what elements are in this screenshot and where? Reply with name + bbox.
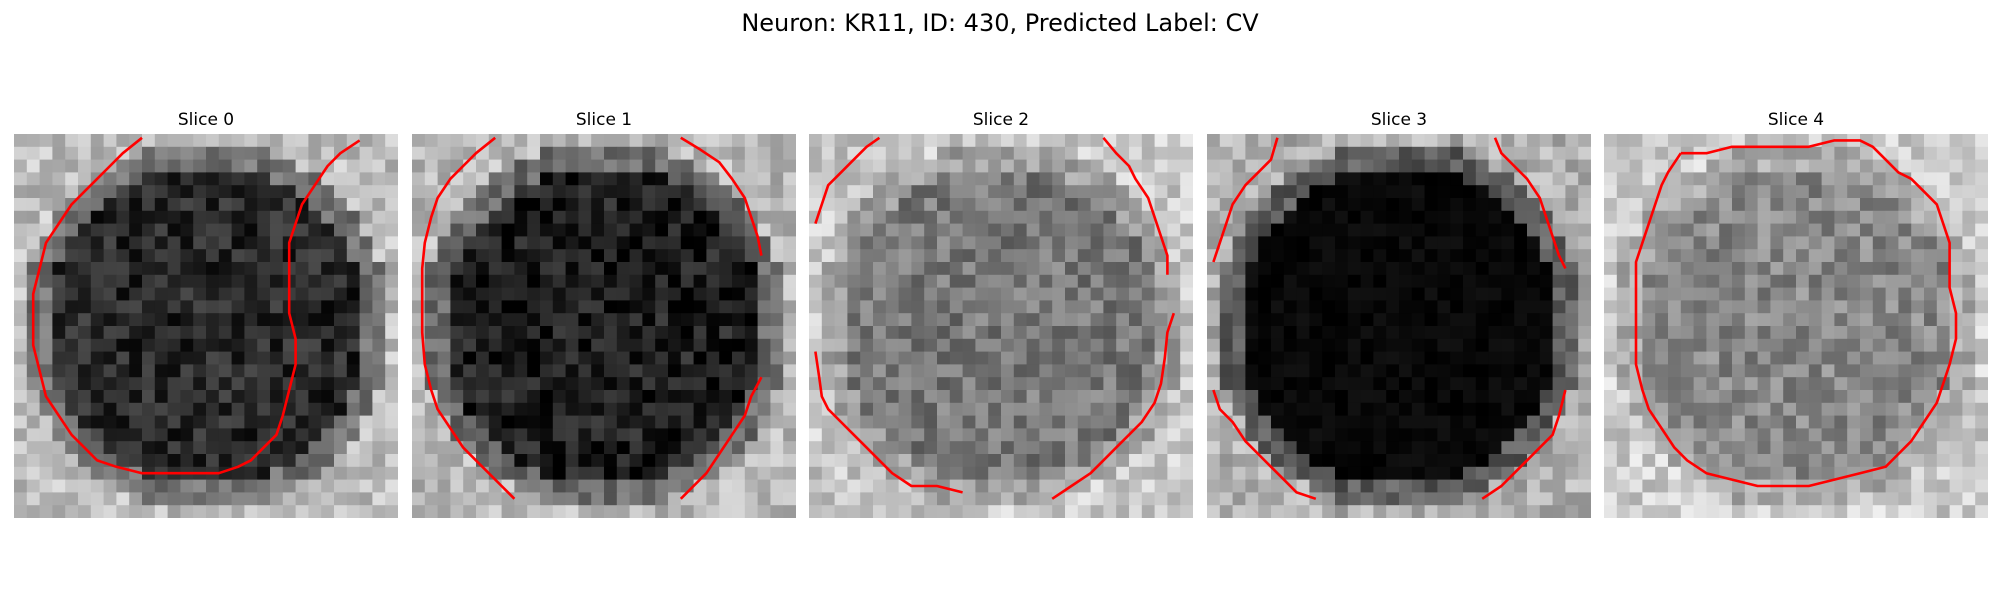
slice-image	[14, 134, 398, 518]
contour-line	[1634, 139, 1958, 488]
contour-line	[1493, 137, 1567, 269]
slice-panel-3: Slice 3	[1207, 108, 1591, 520]
contour-line	[1102, 136, 1169, 275]
contour-line	[1212, 389, 1317, 501]
slice-title: Slice 3	[1370, 110, 1428, 130]
slice-image	[1207, 134, 1591, 518]
figure-title: Neuron: KR11, ID: 430, Predicted Label: …	[741, 9, 1259, 37]
slice-title: Slice 1	[575, 110, 633, 130]
contour-line	[31, 136, 361, 475]
slice-panel-4: Slice 4	[1604, 108, 1988, 520]
slice-panel-1: Slice 1	[412, 108, 796, 520]
contour-line	[679, 376, 763, 500]
contour-line	[814, 136, 881, 225]
contour-line	[680, 136, 763, 256]
slice-image	[809, 134, 1193, 518]
contour-line	[814, 351, 963, 494]
contour-line	[420, 136, 516, 500]
slice-title: Slice 4	[1767, 110, 1825, 130]
slice-image	[412, 134, 796, 518]
slice-image	[1604, 134, 1988, 518]
slice-panel-0: Slice 0	[14, 108, 398, 520]
contour-line	[1051, 312, 1176, 500]
slice-title: Slice 2	[972, 110, 1030, 130]
contour-line	[1212, 137, 1279, 263]
slice-title: Slice 0	[177, 110, 235, 130]
slice-panel-2: Slice 2	[809, 108, 1193, 520]
contour-line	[1481, 389, 1567, 500]
